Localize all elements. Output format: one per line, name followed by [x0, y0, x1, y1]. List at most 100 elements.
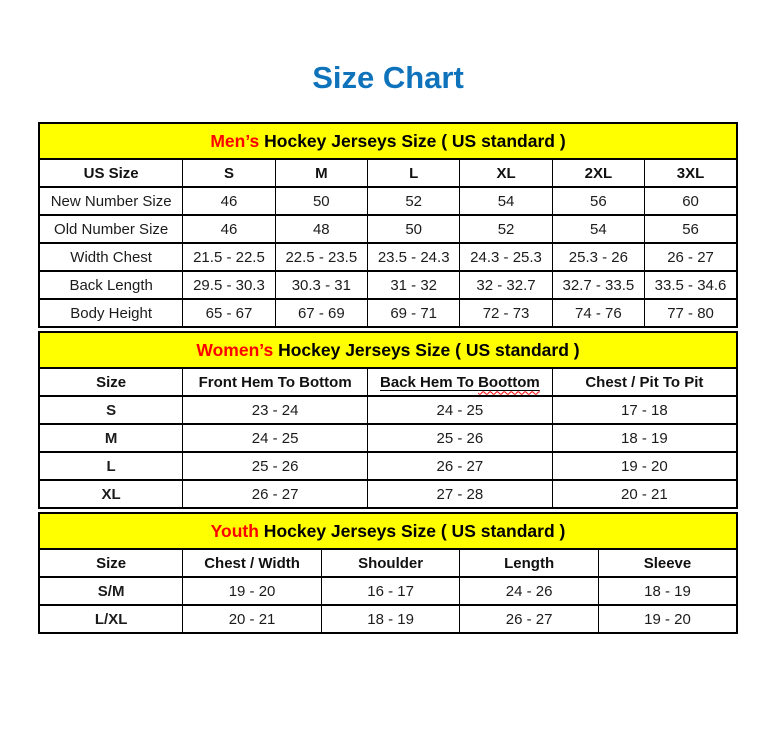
womens-cell: 23 - 24 — [182, 395, 369, 425]
mens-header-row: US Size S M L XL 2XL 3XL — [38, 158, 738, 188]
misspelled-header-underline: Back Hem To Boottom — [380, 373, 540, 391]
womens-table-row: S 23 - 24 24 - 25 17 - 18 — [38, 395, 738, 425]
mens-size-table: Men’s Hockey Jerseys Size ( US standard … — [38, 122, 738, 328]
womens-cell: 24 - 25 — [367, 395, 553, 425]
mens-cell: 23.5 - 24.3 — [366, 242, 461, 272]
youth-caption-highlight: Youth — [210, 520, 259, 541]
womens-column-header: Size — [38, 367, 184, 397]
mens-column-header: L — [366, 158, 461, 188]
womens-size-table: Women’s Hockey Jerseys Size ( US standar… — [38, 331, 738, 509]
youth-cell: 20 - 21 — [182, 604, 322, 634]
mens-cell: 32.7 - 33.5 — [551, 270, 646, 300]
womens-cell: 25 - 26 — [367, 423, 553, 453]
womens-cell: 18 - 19 — [551, 423, 738, 453]
mens-cell: 33.5 - 34.6 — [644, 270, 738, 300]
womens-table-row: L 25 - 26 26 - 27 19 - 20 — [38, 451, 738, 481]
youth-column-header: Length — [459, 548, 599, 578]
mens-caption-row: Men’s Hockey Jerseys Size ( US standard … — [38, 122, 738, 160]
mens-cell: 77 - 80 — [644, 298, 738, 328]
mens-caption-rest: Hockey Jerseys Size ( US standard ) — [259, 130, 566, 151]
youth-column-header: Shoulder — [320, 548, 461, 578]
mens-cell: 74 - 76 — [551, 298, 646, 328]
mens-cell: 69 - 71 — [366, 298, 461, 328]
mens-cell: 50 — [366, 214, 461, 244]
mens-cell: 24.3 - 25.3 — [459, 242, 553, 272]
youth-table-row: L/XL 20 - 21 18 - 19 26 - 27 19 - 20 — [38, 604, 738, 634]
womens-row-label: S — [38, 395, 184, 425]
mens-cell: 60 — [644, 186, 738, 216]
mens-cell: 46 — [182, 214, 276, 244]
mens-table-row: Old Number Size 46 48 50 52 54 56 — [38, 214, 738, 244]
youth-cell: 16 - 17 — [320, 576, 461, 606]
mens-caption-highlight: Men’s — [210, 130, 260, 151]
mens-table-row: New Number Size 46 50 52 54 56 60 — [38, 186, 738, 216]
mens-cell: 25.3 - 26 — [551, 242, 646, 272]
womens-cell: 26 - 27 — [182, 479, 369, 509]
youth-column-header: Size — [38, 548, 184, 578]
mens-column-header: 3XL — [644, 158, 738, 188]
womens-cell: 26 - 27 — [367, 451, 553, 481]
youth-size-table: Youth Hockey Jerseys Size ( US standard … — [38, 512, 738, 634]
womens-column-header: Back Hem To Boottom — [367, 367, 553, 397]
youth-cell: 26 - 27 — [459, 604, 599, 634]
womens-cell: 24 - 25 — [182, 423, 369, 453]
spellcheck-wavy-word: Boottom — [478, 373, 540, 391]
youth-caption-row: Youth Hockey Jerseys Size ( US standard … — [38, 512, 738, 550]
mens-cell: 31 - 32 — [366, 270, 461, 300]
mens-cell: 54 — [459, 186, 553, 216]
youth-row-label: L/XL — [38, 604, 184, 634]
youth-header-row: Size Chest / Width Shoulder Length Sleeve — [38, 548, 738, 578]
youth-column-header: Sleeve — [597, 548, 738, 578]
womens-caption-rest: Hockey Jerseys Size ( US standard ) — [273, 339, 580, 360]
mens-column-header: US Size — [38, 158, 184, 188]
youth-cell: 19 - 20 — [597, 604, 738, 634]
womens-row-label: L — [38, 451, 184, 481]
youth-cell: 18 - 19 — [597, 576, 738, 606]
mens-table-row: Back Length 29.5 - 30.3 30.3 - 31 31 - 32 32… — [38, 270, 738, 300]
womens-table-caption: Women’s Hockey Jerseys Size ( US standar… — [38, 331, 738, 369]
mens-row-label: Old Number Size — [38, 214, 184, 244]
mens-cell: 26 - 27 — [644, 242, 738, 272]
page-title: Size Chart — [312, 60, 464, 95]
mens-cell: 32 - 32.7 — [459, 270, 553, 300]
mens-row-label: Back Length — [38, 270, 184, 300]
youth-cell: 24 - 26 — [459, 576, 599, 606]
size-tables: Men’s Hockey Jerseys Size ( US standard … — [38, 122, 738, 634]
mens-cell: 48 — [274, 214, 369, 244]
mens-row-label: Width Chest — [38, 242, 184, 272]
womens-cell: 20 - 21 — [551, 479, 738, 509]
youth-table-row: S/M 19 - 20 16 - 17 24 - 26 18 - 19 — [38, 576, 738, 606]
womens-header-row: Size Front Hem To Bottom Back Hem To Boott… — [38, 367, 738, 397]
mens-cell: 72 - 73 — [459, 298, 553, 328]
mens-cell: 65 - 67 — [182, 298, 276, 328]
womens-table-row: XL 26 - 27 27 - 28 20 - 21 — [38, 479, 738, 509]
mens-cell: 54 — [551, 214, 646, 244]
mens-cell: 50 — [274, 186, 369, 216]
mens-cell: 56 — [644, 214, 738, 244]
youth-caption-rest: Hockey Jerseys Size ( US standard ) — [258, 520, 566, 541]
youth-cell: 18 - 19 — [320, 604, 461, 634]
youth-table-caption: Youth Hockey Jerseys Size ( US standard … — [38, 512, 738, 550]
mens-cell: 52 — [366, 186, 461, 216]
womens-column-header: Chest / Pit To Pit — [551, 367, 738, 397]
mens-cell: 46 — [182, 186, 276, 216]
mens-column-header: M — [274, 158, 369, 188]
youth-cell: 19 - 20 — [182, 576, 322, 606]
mens-cell: 67 - 69 — [274, 298, 369, 328]
youth-column-header: Chest / Width — [182, 548, 322, 578]
mens-table-row: Body Height 65 - 67 67 - 69 69 - 71 72 - 73 7… — [38, 298, 738, 328]
mens-row-label: Body Height — [38, 298, 184, 328]
mens-row-label: New Number Size — [38, 186, 184, 216]
mens-cell: 22.5 - 23.5 — [274, 242, 369, 272]
womens-cell: 19 - 20 — [551, 451, 738, 481]
page: Size Chart Men’s Hockey Jerseys Size ( U… — [0, 60, 776, 634]
womens-cell: 17 - 18 — [551, 395, 738, 425]
mens-column-header: 2XL — [551, 158, 646, 188]
womens-column-header: Front Hem To Bottom — [182, 367, 369, 397]
womens-table-row: M 24 - 25 25 - 26 18 - 19 — [38, 423, 738, 453]
womens-cell: 25 - 26 — [182, 451, 369, 481]
womens-cell: 27 - 28 — [367, 479, 553, 509]
mens-cell: 21.5 - 22.5 — [182, 242, 276, 272]
mens-column-header: XL — [459, 158, 553, 188]
youth-row-label: S/M — [38, 576, 184, 606]
